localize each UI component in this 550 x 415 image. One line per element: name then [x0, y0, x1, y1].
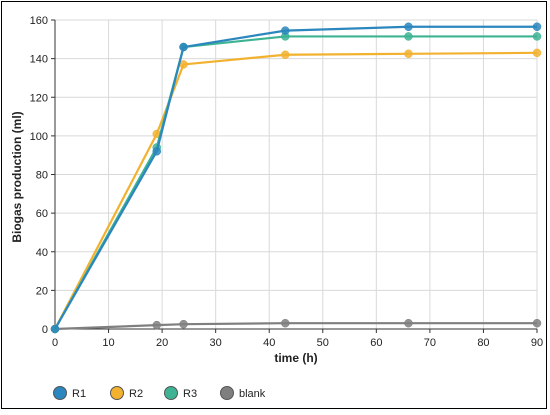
- x-tick-label: 90: [531, 337, 543, 349]
- y-tick-label: 40: [36, 247, 48, 259]
- y-axis-label: Biogas production (ml): [10, 111, 24, 242]
- data-point-r1: [281, 26, 290, 35]
- series-line-r3: [54, 35, 537, 330]
- data-point-blank: [404, 318, 413, 328]
- x-tick-label: 0: [52, 337, 58, 349]
- y-tick-label: 100: [30, 131, 48, 143]
- data-point-r2: [281, 50, 290, 60]
- x-axis-label: time (h): [274, 351, 317, 365]
- data-point-r1: [152, 147, 162, 156]
- x-tick-label: 10: [102, 337, 114, 349]
- legend-marker-blank: [220, 386, 234, 400]
- data-point-r3: [532, 32, 542, 41]
- series-line-r1: [54, 25, 537, 330]
- data-point-r1: [404, 22, 413, 32]
- x-tick-label: 80: [477, 337, 489, 349]
- biogas-line-chart: 0 10 20 30 40 50 60 70 80 90 0 20 40 60 80 100 120 140 160…: [10, 15, 543, 400]
- x-tick-label: 20: [156, 337, 168, 349]
- y-tick-label: 20: [36, 285, 48, 297]
- legend-item-r1: R1: [53, 386, 86, 400]
- legend-label-r1: R1: [72, 388, 86, 400]
- y-tick-label: 120: [30, 92, 48, 104]
- series-line-blank: [54, 322, 537, 331]
- legend-item-blank: blank: [220, 386, 266, 400]
- legend-label-blank: blank: [239, 388, 266, 400]
- figure-frame: 0 10 20 30 40 50 60 70 80 90 0 20 40 60 80 100 120 140 160…: [1, 1, 547, 409]
- data-point-r1: [179, 42, 188, 52]
- series-r1: [50, 22, 542, 334]
- legend-label-r3: R3: [183, 388, 197, 400]
- data-point-blank: [152, 320, 162, 330]
- x-tick-label: 60: [370, 337, 382, 349]
- y-tick-label: 60: [36, 208, 48, 220]
- data-point-blank: [532, 318, 542, 328]
- y-tick-label: 0: [42, 324, 48, 336]
- data-point-r1: [50, 324, 60, 334]
- x-tick-label: 40: [263, 337, 275, 349]
- y-tick-label: 160: [30, 15, 48, 27]
- series-r3: [50, 32, 542, 334]
- legend-marker-r2: [110, 386, 124, 400]
- y-tick-label: 140: [30, 54, 48, 66]
- data-point-blank: [281, 318, 290, 328]
- x-tick-label: 50: [317, 337, 329, 349]
- tick-labels: 0 10 20 30 40 50 60 70 80 90 0 20 40 60 80 100 120 140 160: [30, 15, 543, 349]
- x-tick-label: 70: [424, 337, 436, 349]
- legend-item-r3: R3: [164, 386, 197, 400]
- data-point-r3: [404, 32, 413, 41]
- series-group: [50, 22, 542, 334]
- y-tick-label: 80: [36, 170, 48, 182]
- data-point-r2: [404, 49, 413, 59]
- data-point-r1: [532, 22, 542, 32]
- data-point-blank: [179, 319, 188, 329]
- series-blank: [50, 318, 542, 334]
- legend: R1 R2 R3 blank: [53, 386, 266, 400]
- legend-item-r2: R2: [110, 386, 143, 400]
- grid: [54, 19, 538, 330]
- legend-label-r2: R2: [129, 388, 143, 400]
- legend-marker-r3: [164, 386, 178, 400]
- axes: [51, 19, 538, 333]
- legend-marker-r1: [53, 386, 67, 400]
- data-point-r2: [532, 48, 542, 58]
- x-tick-label: 30: [210, 337, 222, 349]
- series-line-r2: [54, 51, 538, 330]
